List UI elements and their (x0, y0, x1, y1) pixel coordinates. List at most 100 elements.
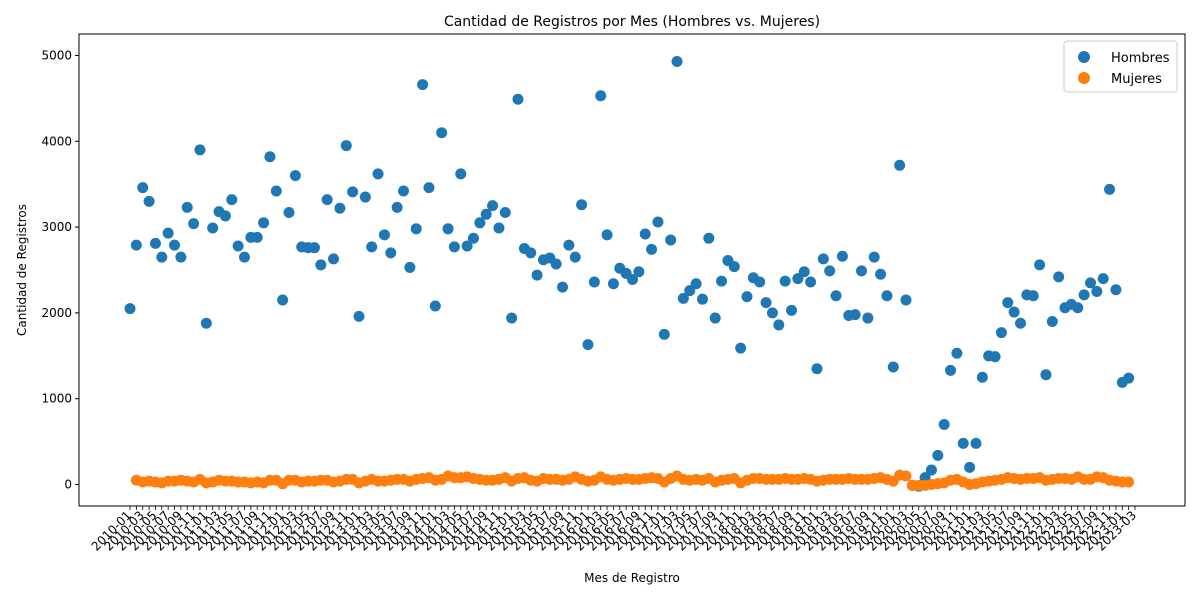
legend-marker-mujeres (1078, 72, 1090, 84)
point-hombres (1104, 183, 1116, 195)
point-hombres (563, 239, 575, 251)
point-hombres (143, 195, 155, 207)
point-hombres (455, 168, 467, 180)
point-hombres (512, 93, 524, 105)
point-hombres (805, 276, 817, 288)
y-axis-label: Cantidad de Registros (15, 204, 29, 336)
point-hombres (607, 278, 619, 290)
point-hombres (181, 201, 193, 213)
legend-label-mujeres: Mujeres (1111, 72, 1162, 87)
legend: Hombres Mujeres (1063, 40, 1178, 93)
point-hombres (130, 239, 142, 251)
legend-box (1063, 40, 1178, 93)
y-tick-label: 3000 (41, 220, 72, 234)
point-hombres (964, 461, 976, 473)
legend-marker-hombres (1078, 51, 1090, 63)
point-hombres (550, 258, 562, 270)
point-hombres (868, 251, 880, 263)
point-hombres (658, 328, 670, 340)
point-hombres (156, 251, 168, 263)
y-tick-label: 4000 (41, 134, 72, 148)
point-hombres (652, 216, 664, 228)
point-hombres (506, 312, 518, 324)
point-hombres (391, 201, 403, 213)
point-hombres (709, 312, 721, 324)
point-hombres (576, 199, 588, 211)
point-hombres (932, 449, 944, 461)
point-hombres (499, 207, 511, 219)
point-hombres (671, 55, 683, 67)
point-hombres (741, 291, 753, 303)
point-hombres (404, 261, 416, 273)
point-hombres (957, 437, 969, 449)
point-hombres (1027, 290, 1039, 302)
point-hombres (989, 351, 1001, 363)
point-hombres (474, 217, 486, 229)
point-hombres (525, 247, 537, 259)
point-hombres (1110, 284, 1122, 296)
point-hombres (945, 364, 957, 376)
point-hombres (595, 90, 607, 102)
point-hombres (436, 127, 448, 139)
point-hombres (646, 243, 658, 255)
point-hombres (410, 223, 422, 235)
point-hombres (378, 229, 390, 241)
point-hombres (690, 278, 702, 290)
point-hombres (315, 259, 327, 271)
point-hombres (633, 266, 645, 278)
point-mujeres (1123, 476, 1135, 488)
y-tick-label: 2000 (41, 306, 72, 320)
point-hombres (786, 304, 798, 316)
point-hombres (760, 297, 772, 309)
point-mujeres (900, 470, 912, 482)
point-hombres (149, 237, 161, 249)
point-hombres (817, 253, 829, 265)
point-hombres (875, 268, 887, 280)
y-tick-label: 1000 (41, 392, 72, 406)
point-hombres (531, 269, 543, 281)
point-hombres (925, 464, 937, 476)
point-hombres (627, 273, 638, 285)
point-hombres (995, 327, 1007, 339)
point-hombres (366, 241, 378, 253)
x-axis-label: Mes de Registro (584, 571, 680, 585)
point-hombres (665, 234, 677, 246)
point-hombres (779, 275, 791, 287)
point-hombres (308, 242, 320, 254)
point-hombres (238, 251, 250, 263)
point-hombres (716, 275, 728, 287)
point-hombres (951, 347, 963, 359)
point-hombres (830, 290, 842, 302)
point-hombres (487, 200, 499, 212)
point-hombres (442, 223, 454, 235)
point-hombres (582, 339, 594, 351)
point-hombres (340, 140, 352, 152)
legend-label-hombres: Hombres (1111, 51, 1170, 66)
point-hombres (372, 168, 384, 180)
point-hombres (557, 281, 569, 293)
point-hombres (207, 222, 219, 234)
point-hombres (1015, 317, 1027, 329)
point-hombres (703, 232, 715, 244)
point-hombres (1034, 259, 1046, 271)
point-hombres (137, 182, 149, 194)
point-hombres (862, 312, 874, 324)
series-hombres (124, 55, 1135, 492)
point-hombres (270, 185, 282, 197)
point-hombres (938, 418, 950, 430)
point-hombres (677, 292, 689, 304)
point-hombres (188, 218, 200, 230)
point-hombres (881, 290, 893, 302)
point-hombres (289, 170, 301, 182)
x-axis: 2010-012010-032010-052010-072010-092010-… (89, 506, 1139, 554)
point-hombres (849, 309, 861, 321)
point-hombres (162, 227, 174, 239)
point-hombres (264, 151, 276, 163)
series-mujeres (130, 469, 1135, 491)
point-hombres (639, 228, 651, 240)
point-hombres (219, 210, 231, 222)
point-hombres (754, 276, 766, 288)
point-hombres (798, 266, 810, 278)
point-hombres (226, 194, 238, 206)
